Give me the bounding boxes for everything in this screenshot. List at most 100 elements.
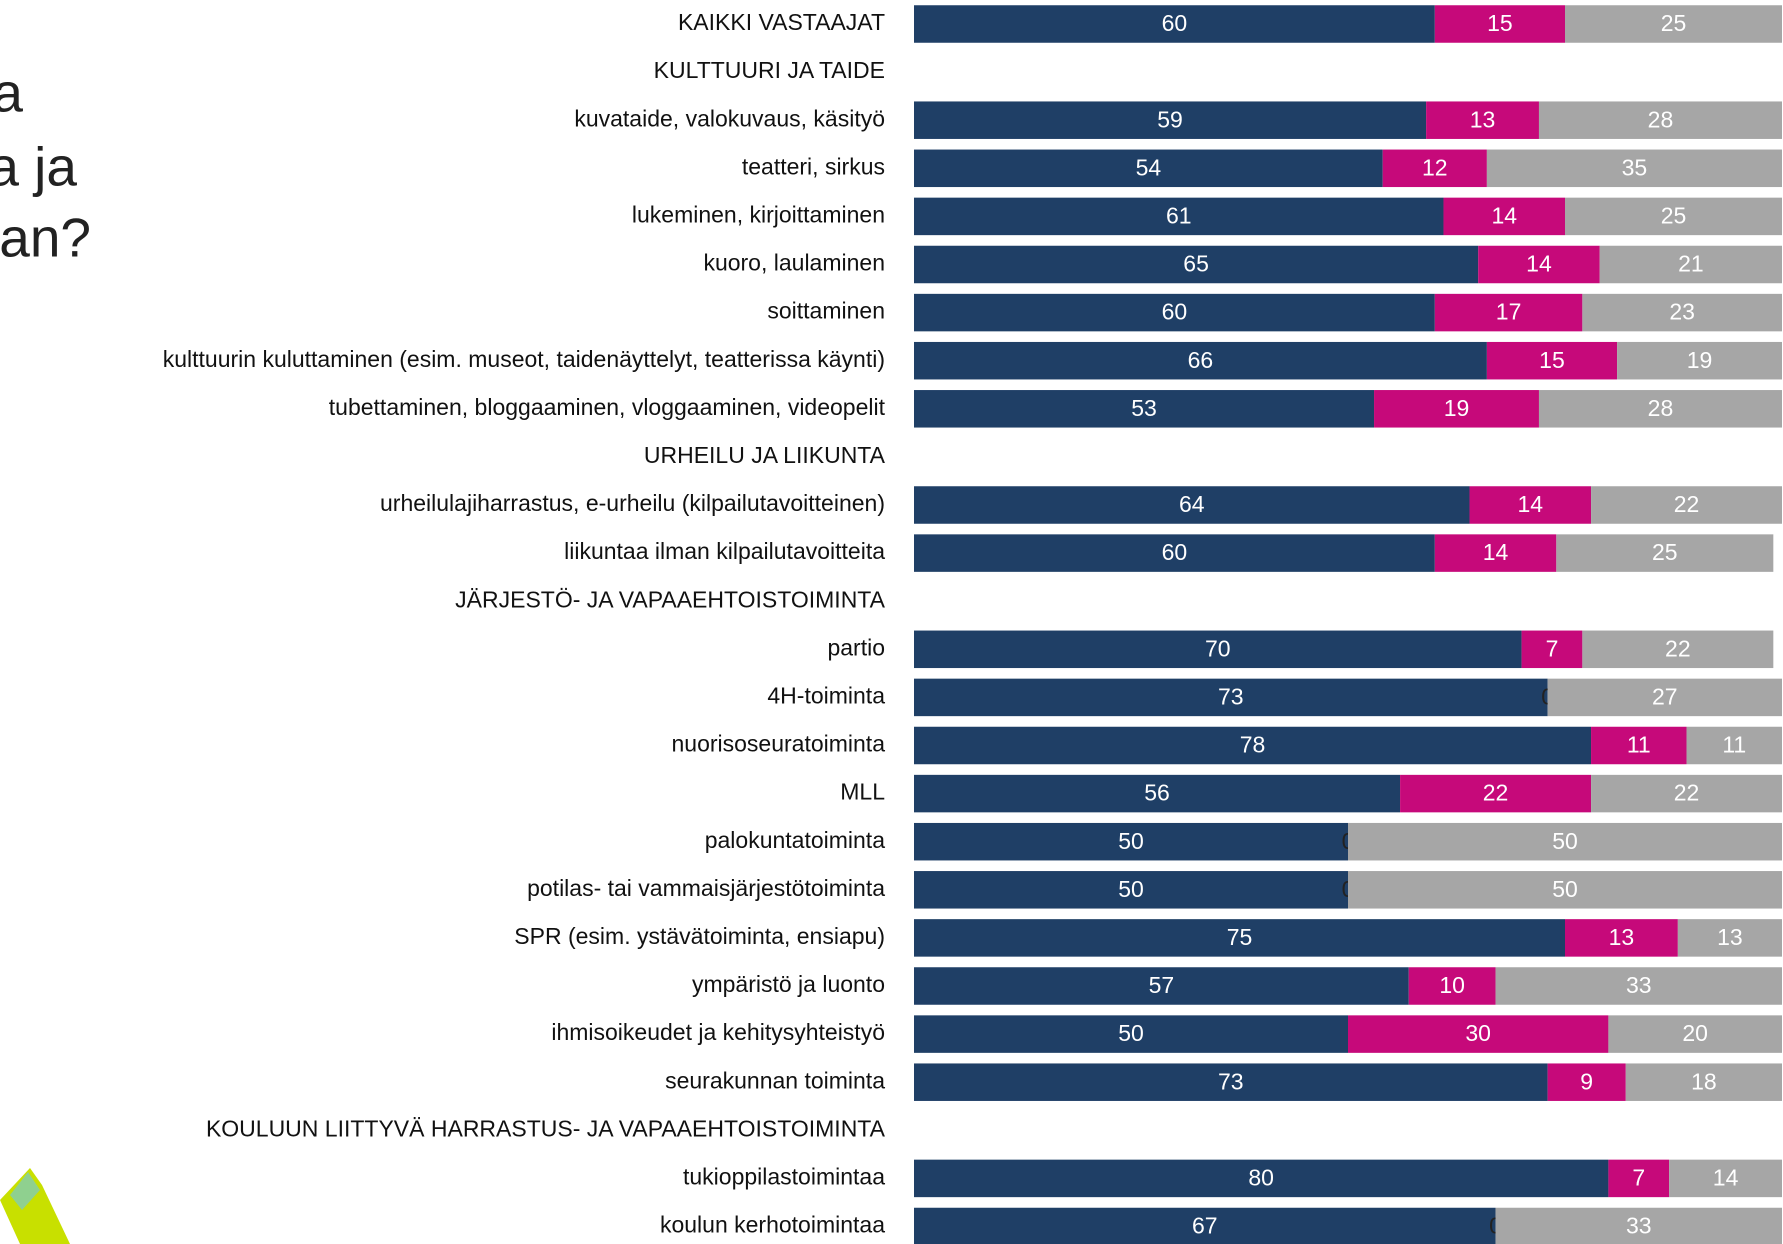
value-label: 60 (1162, 539, 1188, 565)
bar-segment (914, 197, 1444, 236)
value-label: 14 (1491, 202, 1517, 228)
bar-segment (1686, 726, 1782, 765)
bar-segment (1408, 967, 1496, 1005)
bar-segment (1591, 486, 1782, 524)
category-label: partio (827, 634, 885, 660)
bar-segment (914, 678, 1548, 717)
value-label: 78 (1240, 732, 1266, 758)
value-label: 15 (1487, 10, 1513, 36)
logo (0, 1168, 70, 1244)
category-label: palokuntatoiminta (705, 827, 885, 853)
category-label: potilas- tai vammaisjärjestötoiminta (527, 875, 885, 901)
value-label: 64 (1179, 491, 1205, 517)
bar-segment (1469, 486, 1592, 524)
value-label: 27 (1652, 683, 1678, 709)
title-fragment: an? (0, 207, 91, 269)
title-fragment: a (0, 62, 23, 124)
bar-segment (1582, 293, 1782, 332)
bar-segment (1434, 5, 1565, 43)
bar-segment (914, 390, 1375, 428)
bar-segment (914, 919, 1565, 957)
bar-segment (1486, 149, 1782, 188)
value-label: 14 (1517, 491, 1543, 517)
value-label: 61 (1166, 202, 1192, 228)
bar-segment (1521, 630, 1583, 669)
title-fragment: a ja (0, 136, 77, 198)
value-label: 35 (1622, 154, 1648, 180)
category-label: kuvataide, valokuvaus, käsityö (574, 105, 885, 131)
bar-segment (1547, 1063, 1626, 1101)
bar-segment (1400, 774, 1592, 813)
value-label: 10 (1439, 972, 1465, 998)
bar-segment (1426, 101, 1539, 139)
bar-segment (1547, 678, 1782, 717)
bar-segment (914, 486, 1470, 524)
value-label: 33 (1626, 972, 1652, 998)
bar-segment (1608, 1015, 1782, 1053)
value-label: 67 (1192, 1213, 1218, 1239)
bar-segment (1565, 5, 1782, 43)
value-label: 73 (1218, 683, 1244, 709)
bar-segment (914, 534, 1435, 572)
value-label: 57 (1149, 972, 1175, 998)
value-label: 19 (1444, 395, 1470, 421)
bar-segment (1443, 197, 1565, 236)
value-label: 50 (1118, 1020, 1144, 1046)
category-label: KAIKKI VASTAAJAT (678, 9, 885, 35)
category-label: kuoro, laulaminen (703, 250, 885, 276)
value-label: 18 (1691, 1068, 1717, 1094)
value-label: 22 (1674, 491, 1700, 517)
category-label: koulun kerhotoimintaa (660, 1212, 885, 1238)
category-label: ihmisoikeudet ja kehitysyhteistyö (551, 1019, 885, 1045)
value-label: 13 (1717, 924, 1743, 950)
value-label: 28 (1648, 395, 1674, 421)
category-label: MLL (840, 779, 885, 805)
bar-segment (914, 149, 1383, 188)
value-label: 22 (1483, 780, 1509, 806)
bar-segment (914, 726, 1592, 765)
value-label: 70 (1205, 635, 1231, 661)
value-label: 7 (1546, 635, 1559, 661)
bar-segment (1478, 245, 1600, 284)
category-label: urheilulajiharrastus, e-urheilu (kilpail… (380, 490, 885, 516)
value-label: 25 (1652, 539, 1678, 565)
value-label: 15 (1539, 347, 1565, 373)
category-label: SPR (esim. ystävätoiminta, ensiapu) (514, 923, 885, 949)
bar-segment (914, 245, 1479, 284)
bar-segment (914, 1015, 1348, 1053)
bar-segment (914, 101, 1427, 139)
value-label: 30 (1465, 1020, 1491, 1046)
value-label: 60 (1162, 299, 1188, 325)
category-label: tukioppilastoimintaa (683, 1163, 885, 1189)
category-label: kulttuurin kuluttaminen (esim. museot, t… (163, 346, 885, 372)
value-label: 50 (1118, 828, 1144, 854)
value-label: 25 (1661, 202, 1687, 228)
value-label: 56 (1144, 780, 1170, 806)
bar-segment (1565, 197, 1782, 236)
value-label: 53 (1131, 395, 1157, 421)
value-label: 14 (1713, 1164, 1739, 1190)
bar-segment (1608, 1159, 1670, 1198)
category-label: liikuntaa ilman kilpailutavoitteita (564, 538, 885, 564)
bar-segment (1348, 822, 1782, 861)
value-label: 66 (1188, 347, 1214, 373)
bar-segment (1599, 245, 1782, 284)
category-label: ympäristö ja luonto (692, 971, 885, 997)
value-label: 14 (1483, 539, 1509, 565)
value-label: 21 (1678, 251, 1704, 277)
bar-segment (914, 1207, 1496, 1244)
bar-segment (1434, 293, 1583, 332)
bar-segment (1486, 341, 1618, 380)
bar-segment (1669, 1159, 1782, 1198)
value-label: 59 (1157, 106, 1183, 132)
category-label: nuorisoseuratoiminta (671, 731, 885, 757)
value-label: 50 (1552, 876, 1578, 902)
bar-segment (1538, 101, 1782, 139)
bar-segment (1677, 919, 1782, 957)
bar-segment (1565, 919, 1678, 957)
category-label: URHEILU JA LIIKUNTA (644, 442, 886, 468)
value-label: 20 (1682, 1020, 1708, 1046)
bar-segment (1591, 774, 1782, 813)
value-label: 22 (1665, 635, 1691, 661)
